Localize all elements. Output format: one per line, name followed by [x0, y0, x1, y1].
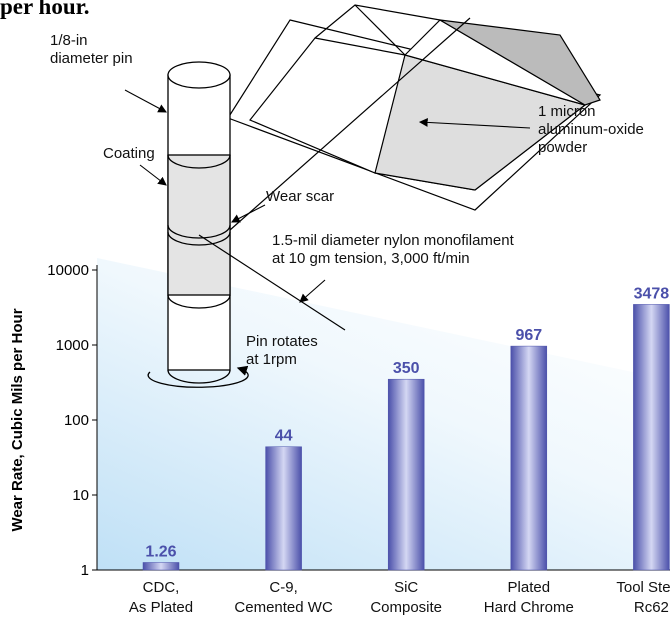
annotation: 1.5-mil diameter nylon monofilament at 1… [272, 232, 514, 268]
x-tick-label: SiC Composite [351, 578, 461, 618]
annotation: 1 micron aluminum-oxide powder [538, 103, 644, 157]
y-tick-label: 1 [81, 562, 89, 579]
bar [511, 346, 547, 570]
x-tick-label: Plated Hard Chrome [474, 578, 584, 618]
value-label: 3478 [634, 285, 670, 302]
y-tick-label: 10000 [47, 262, 89, 279]
bar [143, 562, 179, 570]
annotation: 1/8-in diameter pin [50, 32, 133, 68]
x-tick-label: Tool Steel, Rc62 [596, 578, 671, 618]
page: Wear Rate, Cubic Mils per Hour 1 10 100 100… [0, 0, 671, 630]
annotation: Pin rotates at 1rpm [246, 333, 318, 369]
annotation: Coating [103, 145, 155, 163]
value-label: 350 [393, 360, 420, 377]
value-label: 44 [275, 428, 293, 445]
bar [388, 379, 424, 570]
bar [633, 304, 669, 570]
annotation: Wear scar [266, 188, 334, 206]
y-tick-label: 10 [72, 487, 89, 504]
bar [266, 447, 302, 570]
value-label: 967 [515, 327, 542, 344]
x-tick-label: C-9, Cemented WC [229, 578, 339, 618]
chart: Wear Rate, Cubic Mils per Hour 1 10 100 100… [0, 0, 671, 630]
y-axis-title: Wear Rate, Cubic Mils per Hour [9, 308, 26, 531]
y-tick-label: 1000 [56, 337, 89, 354]
x-tick-label: CDC, As Plated [106, 578, 216, 618]
value-label: 1.26 [145, 543, 176, 560]
y-tick-label: 100 [64, 412, 89, 429]
header-text: per hour. [0, 0, 89, 20]
